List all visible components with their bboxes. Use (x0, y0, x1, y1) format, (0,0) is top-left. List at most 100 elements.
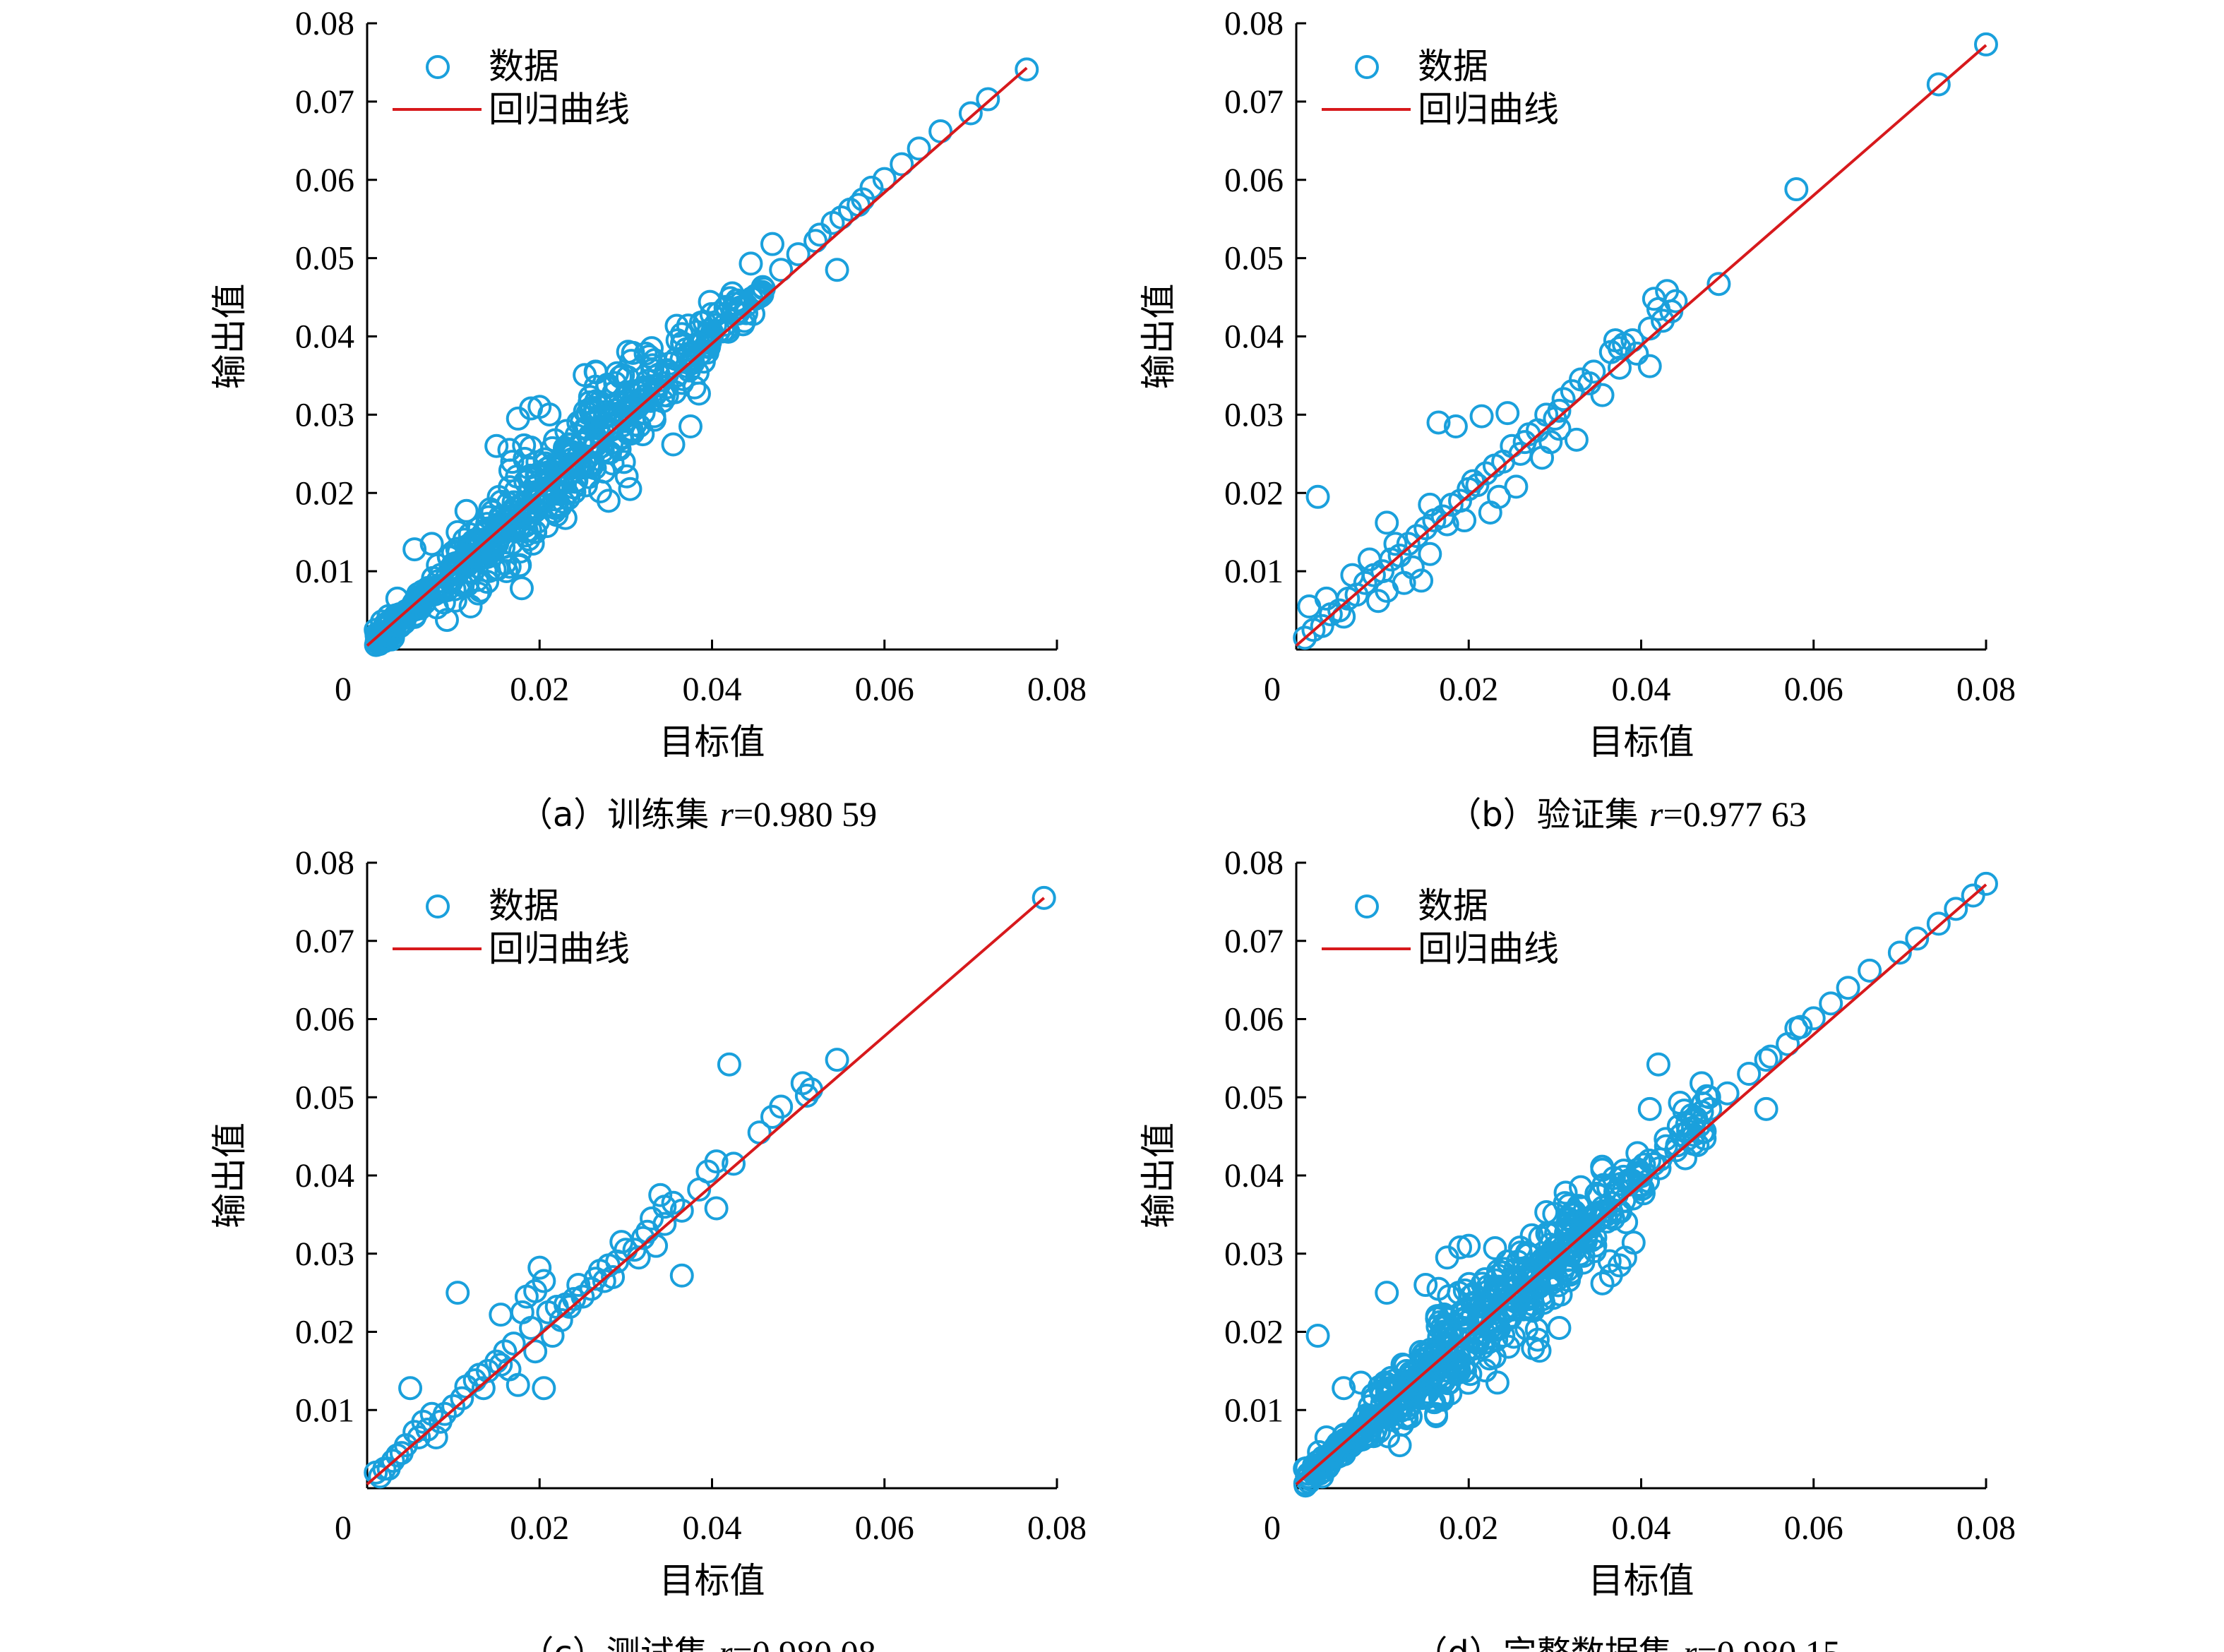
data-point (494, 559, 519, 584)
legend-label-data: 数据 (1418, 885, 1488, 926)
data-point (1637, 1148, 1661, 1173)
data-point (1340, 563, 1365, 587)
data-point (743, 287, 767, 311)
data-point (1776, 1031, 1800, 1056)
data-point (1562, 1199, 1587, 1224)
data-point (1601, 1166, 1626, 1190)
data-point (614, 464, 639, 489)
y-axis-label: 输出值 (1138, 1123, 1179, 1228)
data-point (501, 490, 526, 515)
data-point (640, 336, 664, 361)
caption-r-value: =0.980 15 (1697, 1633, 1841, 1652)
data-point (1569, 1175, 1594, 1199)
data-point (825, 1048, 849, 1072)
data-point (484, 433, 509, 458)
x-tick-label: 0 (335, 671, 352, 708)
data-point (523, 1339, 548, 1364)
data-point (1553, 1180, 1578, 1205)
data-point (1483, 1235, 1507, 1260)
data-point (760, 232, 784, 256)
data-point (506, 406, 530, 431)
y-tick-label: 0.02 (295, 1314, 354, 1351)
data-point (717, 1052, 741, 1077)
data-point (1525, 1327, 1550, 1352)
caption-prefix: （a）训练集 (519, 795, 720, 834)
data-point (1375, 578, 1399, 603)
data-point (1567, 1242, 1592, 1267)
data-point (1032, 885, 1056, 910)
data-point (1603, 328, 1627, 353)
data-point (640, 1206, 664, 1231)
data-point (497, 438, 522, 462)
data-point (424, 579, 449, 604)
data-point (407, 1425, 431, 1450)
y-tick-label: 0.07 (295, 923, 354, 960)
data-point (1478, 500, 1502, 525)
data-point (1613, 1245, 1637, 1270)
caption-prefix: （d）完整数据集 (1413, 1634, 1683, 1652)
data-point (760, 1104, 784, 1129)
data-point (1681, 1132, 1706, 1156)
caption-r-symbol: r (719, 1633, 733, 1652)
y-tick-label: 0.03 (295, 396, 354, 433)
data-point (682, 375, 707, 400)
data-point (652, 1195, 677, 1219)
x-axis-label: 目标值 (1589, 722, 1694, 762)
y-tick-label: 0.01 (1224, 1391, 1284, 1429)
y-tick-label: 0.06 (295, 162, 354, 199)
x-tick-label: 0.08 (1027, 1509, 1087, 1547)
data-point (1426, 410, 1451, 435)
data-point (1443, 414, 1468, 439)
data-point (527, 395, 552, 419)
data-point (564, 468, 589, 493)
data-point (489, 1303, 513, 1327)
regression-line (1295, 44, 1987, 647)
y-tick-label: 0.01 (295, 553, 354, 590)
data-point (1511, 1279, 1536, 1303)
data-point (670, 371, 695, 395)
data-point (665, 328, 690, 353)
y-tick-label: 0.07 (295, 83, 354, 121)
data-point (1452, 1358, 1477, 1383)
data-point (1538, 430, 1563, 455)
data-point (1698, 1096, 1723, 1121)
data-point (1385, 1397, 1409, 1422)
data-point (424, 1425, 448, 1450)
data-point (1413, 1273, 1438, 1298)
data-point (664, 313, 689, 338)
x-axis-label: 目标值 (1589, 1560, 1694, 1601)
data-point (747, 1120, 772, 1145)
data-point (1689, 1071, 1714, 1096)
legend-label-data: 数据 (1418, 46, 1488, 87)
data-point (1457, 1233, 1481, 1258)
data-point (402, 537, 427, 562)
data-point (1423, 1402, 1448, 1427)
legend-marker-data (426, 55, 450, 79)
data-point (687, 1177, 712, 1202)
data-point (1422, 1390, 1447, 1415)
data-point (398, 1376, 423, 1401)
data-point (446, 520, 470, 544)
data-point (1435, 1335, 1460, 1360)
data-point (557, 1295, 582, 1319)
data-point (1637, 1096, 1662, 1121)
x-tick-label: 0.06 (855, 671, 914, 708)
data-point (1926, 72, 1951, 97)
y-tick-label: 0.02 (1224, 1314, 1284, 1351)
data-point (596, 489, 621, 513)
data-point (1517, 1284, 1541, 1309)
x-tick-label: 0.06 (1784, 1509, 1843, 1547)
data-point (1512, 430, 1537, 455)
data-point (419, 532, 444, 556)
data-point (669, 1263, 694, 1288)
data-point (501, 1331, 526, 1356)
data-point (583, 359, 608, 384)
caption-r-symbol: r (1649, 794, 1663, 834)
data-point (1452, 508, 1477, 533)
data-point (890, 152, 914, 176)
data-point (1495, 401, 1520, 426)
data-point (536, 1300, 561, 1324)
data-point (1758, 1044, 1783, 1069)
data-point (1469, 404, 1494, 429)
data-point (606, 436, 630, 460)
